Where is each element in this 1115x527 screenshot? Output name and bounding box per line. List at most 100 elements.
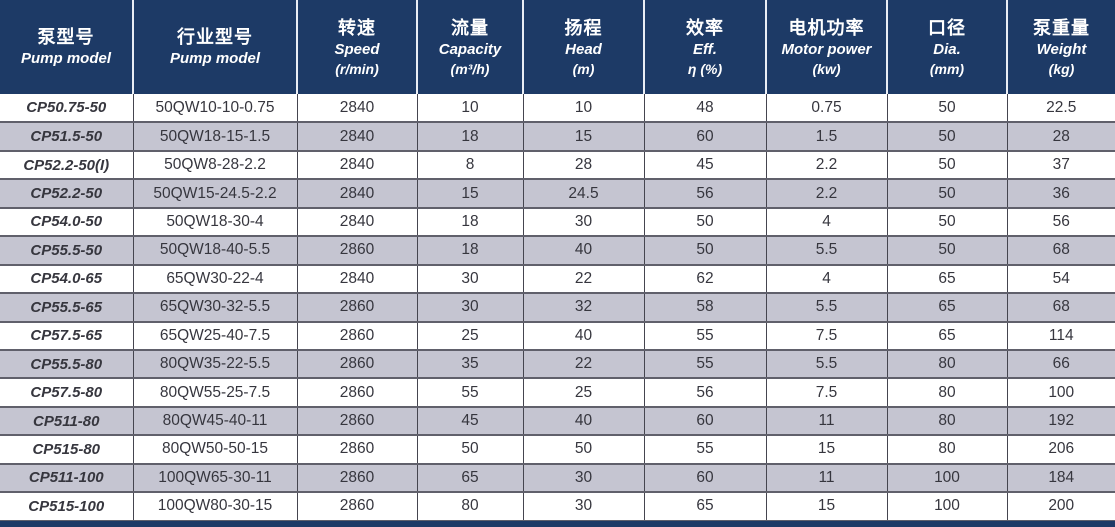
- table-row: CP54.0-50 50QW18-30-4 2840 18 30 50 4 50 56: [0, 206, 1115, 238]
- table-cell-speed: 2860: [296, 320, 418, 351]
- column-unit: η (%): [687, 60, 723, 77]
- table-cell-industry-model: 100QW80-30-15: [132, 491, 298, 522]
- column-title-zh: 泵重量: [1033, 18, 1090, 38]
- table-cell-motor-power: 11: [765, 405, 888, 437]
- table-cell-industry-model: 50QW18-30-4: [132, 206, 298, 238]
- table-cell-weight: 36: [1006, 178, 1115, 209]
- table-row: CP57.5-80 80QW55-25-7.5 2860 55 25 56 7.5 80 100: [0, 377, 1115, 408]
- column-unit: (r/min): [335, 60, 379, 77]
- table-cell-speed: 2860: [296, 462, 418, 494]
- column-unit: (m³/h): [450, 60, 490, 77]
- table-cell-head: 22: [522, 348, 645, 380]
- table-cell-efficiency: 55: [643, 434, 767, 465]
- table-cell-weight: 206: [1006, 434, 1115, 465]
- table-cell-capacity: 30: [416, 263, 524, 295]
- table-cell-capacity: 15: [416, 178, 524, 209]
- table-cell-weight: 54: [1006, 263, 1115, 295]
- table-cell-head: 28: [522, 149, 645, 181]
- table-cell-motor-power: 11: [765, 462, 888, 494]
- table-cell-dia: 65: [886, 320, 1008, 351]
- table-cell-motor-power: 7.5: [765, 377, 888, 408]
- table-cell-efficiency: 55: [643, 348, 767, 380]
- table-row: CP57.5-65 65QW25-40-7.5 2860 25 40 55 7.5 65 114: [0, 320, 1115, 351]
- table-row: CP55.5-65 65QW30-32-5.5 2860 30 32 58 5.5 65 68: [0, 292, 1115, 323]
- table-cell-head: 22: [522, 263, 645, 295]
- table-cell-motor-power: 5.5: [765, 348, 888, 380]
- column-header-efficiency: 效率 Eff. η (%): [644, 0, 767, 94]
- table-cell-speed: 2840: [296, 94, 418, 124]
- table-cell-motor-power: 0.75: [765, 94, 888, 124]
- table-cell-head: 10: [522, 94, 645, 124]
- column-title-en: Eff.: [693, 41, 717, 59]
- table-cell-pump-model: CP515-80: [0, 434, 134, 465]
- table-cell-pump-model: CP52.2-50(I): [0, 149, 134, 181]
- table-cell-pump-model: CP54.0-65: [0, 263, 134, 295]
- table-cell-capacity: 55: [416, 377, 524, 408]
- column-title-zh: 泵型号: [37, 27, 95, 48]
- table-cell-dia: 80: [886, 405, 1008, 437]
- table-cell-weight: 100: [1006, 377, 1115, 408]
- table-cell-motor-power: 4: [765, 263, 888, 295]
- table-cell-industry-model: 50QW8-28-2.2: [132, 149, 298, 181]
- column-title-en: Speed: [334, 41, 380, 59]
- table-cell-dia: 50: [886, 178, 1008, 209]
- table-cell-efficiency: 65: [643, 491, 767, 522]
- table-cell-speed: 2860: [296, 292, 418, 323]
- table-cell-dia: 50: [886, 149, 1008, 181]
- column-title-en: Motor power: [781, 41, 872, 59]
- table-cell-motor-power: 4: [765, 206, 888, 238]
- column-title-en: Pump model: [169, 50, 260, 68]
- table-cell-capacity: 18: [416, 235, 524, 266]
- table-cell-head: 25: [522, 377, 645, 408]
- table-cell-pump-model: CP55.5-50: [0, 235, 134, 266]
- column-unit: (mm): [929, 60, 965, 77]
- table-cell-industry-model: 80QW50-50-15: [132, 434, 298, 465]
- table-cell-head: 40: [522, 405, 645, 437]
- table-cell-weight: 56: [1006, 206, 1115, 238]
- table-cell-capacity: 18: [416, 121, 524, 152]
- table-cell-industry-model: 50QW15-24.5-2.2: [132, 178, 298, 209]
- table-cell-efficiency: 48: [643, 94, 767, 124]
- column-title-en: Weight: [1036, 41, 1087, 59]
- column-title-en: Head: [565, 41, 602, 59]
- table-cell-efficiency: 56: [643, 377, 767, 408]
- table-cell-speed: 2860: [296, 405, 418, 437]
- table-cell-speed: 2860: [296, 235, 418, 266]
- table-cell-capacity: 18: [416, 206, 524, 238]
- table-cell-dia: 50: [886, 235, 1008, 266]
- table-row: CP511-100 100QW65-30-11 2860 65 30 60 11 100 184: [0, 462, 1115, 494]
- column-title-en: Pump model: [20, 50, 111, 68]
- column-title-zh: 电机功率: [788, 18, 865, 38]
- table-row: CP511-80 80QW45-40-11 2860 45 40 60 11 80 192: [0, 405, 1115, 437]
- table-cell-capacity: 35: [416, 348, 524, 380]
- table-cell-dia: 50: [886, 206, 1008, 238]
- table-cell-speed: 2840: [296, 263, 418, 295]
- table-cell-efficiency: 60: [643, 121, 767, 152]
- column-title-zh: 效率: [686, 18, 724, 38]
- table-cell-head: 30: [522, 462, 645, 494]
- column-title-zh: 转速: [338, 18, 376, 38]
- table-cell-speed: 2840: [296, 149, 418, 181]
- table-cell-dia: 100: [886, 462, 1008, 494]
- table-cell-head: 30: [522, 206, 645, 238]
- table-cell-capacity: 30: [416, 292, 524, 323]
- table-cell-head: 32: [522, 292, 645, 323]
- table-row: CP515-80 80QW50-50-15 2860 50 50 55 15 80 206: [0, 434, 1115, 465]
- table-cell-speed: 2840: [296, 178, 418, 209]
- table-cell-efficiency: 45: [643, 149, 767, 181]
- table-row: CP55.5-50 50QW18-40-5.5 2860 18 40 50 5.5 50 68: [0, 235, 1115, 266]
- table-cell-dia: 65: [886, 292, 1008, 323]
- table-cell-dia: 80: [886, 434, 1008, 465]
- table-cell-pump-model: CP50.75-50: [0, 94, 134, 124]
- table-header: 泵型号 Pump model 行业型号 Pump model 转速 Speed (r/min…: [0, 0, 1115, 94]
- table-cell-efficiency: 56: [643, 178, 767, 209]
- table-cell-efficiency: 60: [643, 462, 767, 494]
- table-cell-weight: 68: [1006, 235, 1115, 266]
- table-cell-pump-model: CP511-80: [0, 405, 134, 437]
- column-title-en: Dia.: [933, 41, 961, 59]
- table-cell-industry-model: 65QW25-40-7.5: [132, 320, 298, 351]
- table-row: CP50.75-50 50QW10-10-0.75 2840 10 10 48 0.75 50…: [0, 94, 1115, 124]
- table-bottom-border: [0, 521, 1115, 527]
- table-cell-speed: 2860: [296, 434, 418, 465]
- table-cell-head: 15: [522, 121, 645, 152]
